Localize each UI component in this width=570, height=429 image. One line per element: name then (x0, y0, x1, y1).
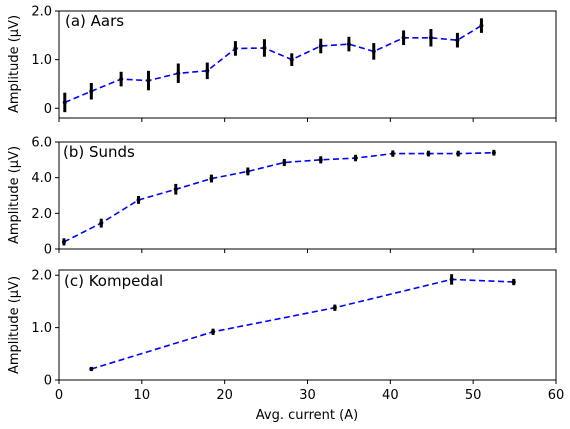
y-axis-label: Amplitude (μV) (7, 276, 22, 374)
y-tick-label: 2.0 (31, 269, 52, 284)
data-point (390, 151, 395, 156)
data-point (456, 151, 461, 156)
y-tick-label: 0 (44, 374, 52, 389)
x-tick-label: 0 (55, 388, 63, 403)
data-point (262, 45, 267, 50)
data-point (428, 35, 433, 40)
data-point (233, 46, 238, 51)
axes-frame (58, 10, 557, 119)
y-tick-label: 1.0 (31, 53, 52, 68)
data-point (209, 176, 214, 181)
x-tick-label: 60 (548, 388, 565, 403)
y-tick-label: 4.0 (31, 171, 52, 186)
data-point (449, 277, 454, 282)
axes-frame (58, 141, 557, 250)
data-point (146, 78, 151, 83)
panel-sunds: (b) Sunds Amplitude (μV) 0 2.0 4.0 6.0 (7, 136, 557, 258)
data-point (245, 169, 250, 174)
data-point (426, 151, 431, 156)
y-tick-label: 0 (44, 243, 52, 258)
data-point (318, 44, 323, 49)
x-tick-label: 50 (465, 388, 482, 403)
axes-frame (58, 269, 557, 381)
data-point (511, 280, 516, 285)
data-point (205, 68, 210, 73)
data-point (455, 38, 460, 43)
y-tick-label: 1.0 (31, 321, 52, 336)
series-line (64, 24, 482, 104)
data-point (136, 197, 141, 202)
data-point (62, 100, 67, 105)
panel-title: (a) Aars (65, 12, 124, 30)
y-tick-label: 2.0 (31, 5, 52, 20)
y-tick-label: 0 (44, 102, 52, 117)
data-point (332, 305, 337, 310)
data-point (371, 49, 376, 54)
y-axis-label: Amplitude (μV) (7, 146, 22, 244)
data-point (176, 71, 181, 76)
data-point (99, 221, 104, 226)
panel-title: (b) Sunds (63, 143, 135, 161)
data-point (282, 160, 287, 165)
series-line (63, 151, 494, 243)
x-tick-label: 10 (134, 388, 151, 403)
x-tick-label: 30 (299, 388, 316, 403)
data-point (353, 156, 358, 161)
panel-aars: (a) Aars Amplitude (μV) 0 1.0 2.0 (7, 5, 557, 122)
data-point (173, 187, 178, 192)
data-point (119, 77, 124, 82)
data-point (401, 35, 406, 40)
data-point (89, 367, 94, 371)
panel-kompedal: (c) Kompedal Amplitude (μV) Avg. current… (7, 269, 564, 423)
data-point (491, 150, 496, 155)
data-point (479, 23, 484, 28)
x-tick-label: 20 (216, 388, 233, 403)
series-line (91, 278, 514, 370)
panel-title: (c) Kompedal (64, 272, 163, 290)
data-point (318, 157, 323, 162)
x-axis-label: Avg. current (A) (256, 408, 358, 423)
y-tick-label: 2.0 (31, 207, 52, 222)
data-point (211, 329, 216, 334)
y-tick-label: 6.0 (31, 136, 52, 151)
x-tick-label: 40 (382, 388, 399, 403)
y-axis-label: Amplitude (μV) (7, 15, 22, 113)
data-point (346, 42, 351, 47)
data-point (289, 57, 294, 62)
data-point (61, 239, 66, 244)
data-point (89, 89, 94, 94)
